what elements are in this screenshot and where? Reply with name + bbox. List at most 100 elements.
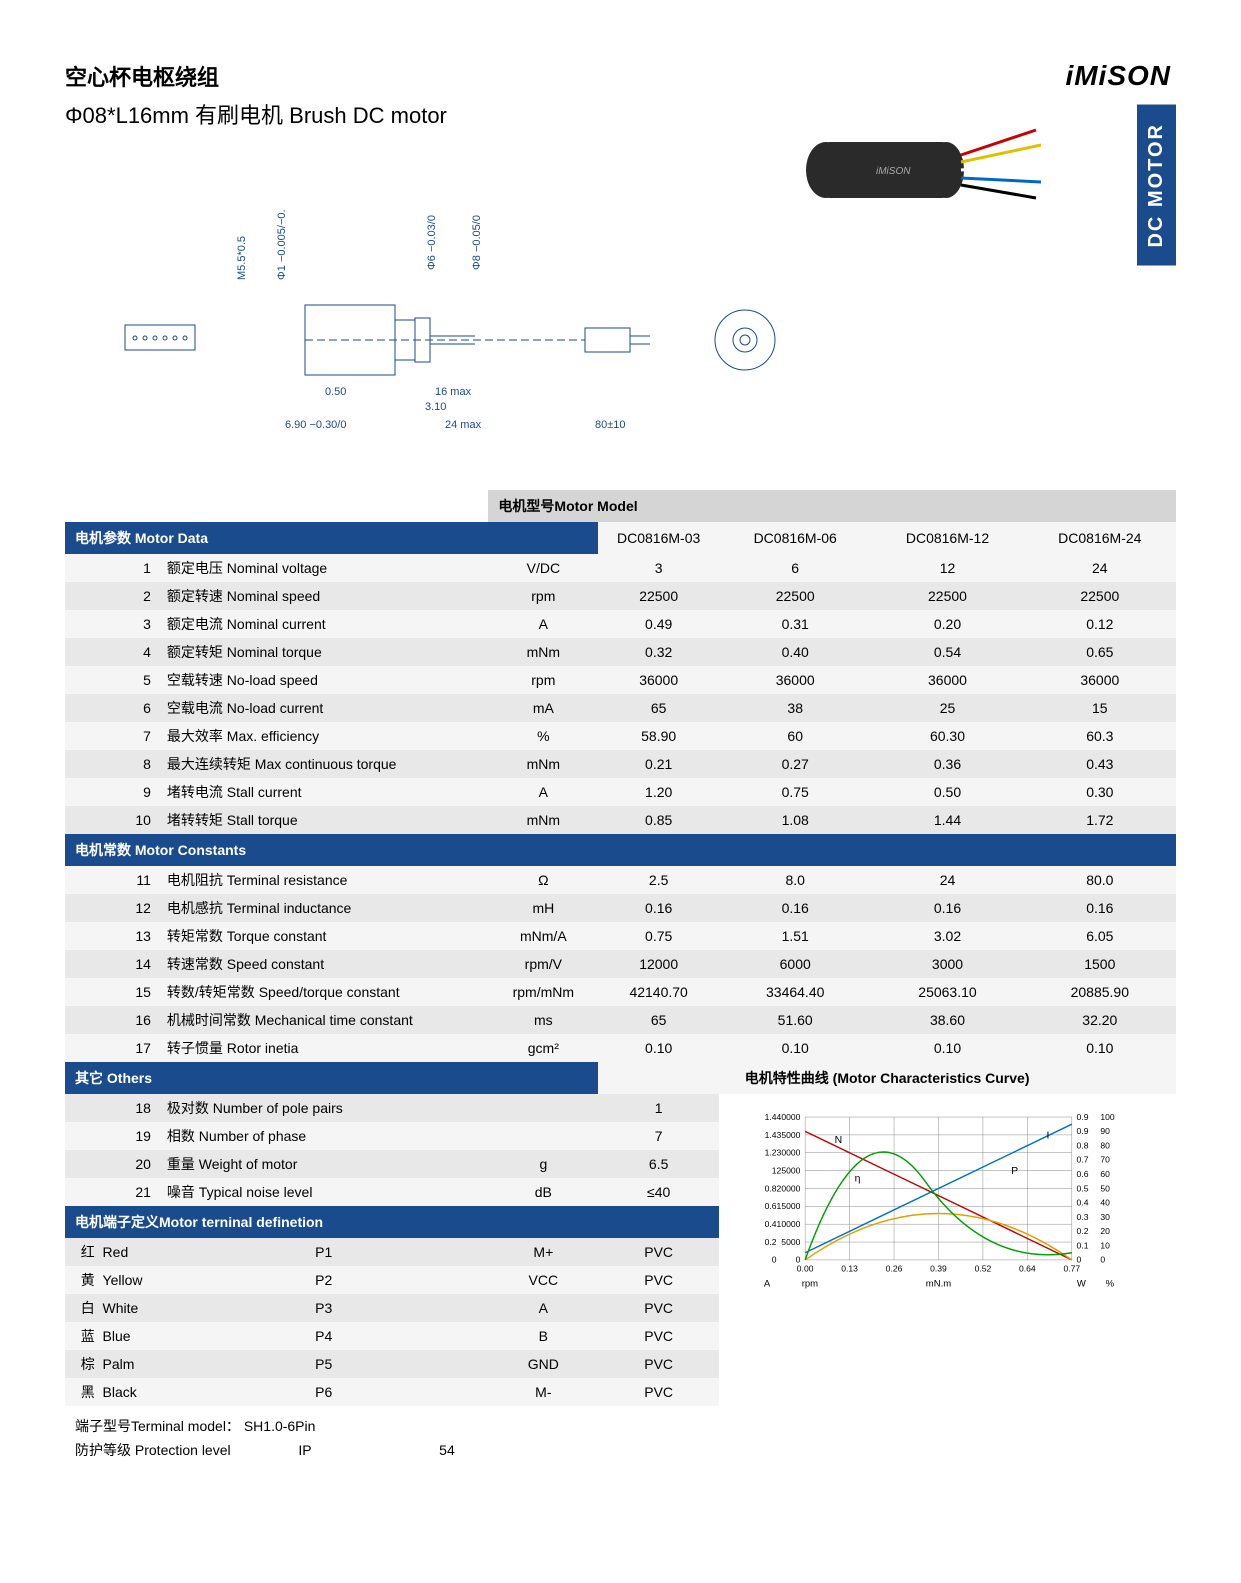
svg-text:0.6: 0.6 xyxy=(1076,1169,1088,1179)
svg-text:1.4: 1.4 xyxy=(764,1112,776,1122)
chart-cell: 0.000.130.260.390.520.640.77000.250000.4… xyxy=(719,1094,1176,1406)
section-header: 电机参数 Motor Data xyxy=(65,522,598,554)
svg-text:50: 50 xyxy=(1100,1183,1110,1193)
svg-text:70: 70 xyxy=(1100,1155,1110,1165)
svg-text:1.4: 1.4 xyxy=(764,1130,776,1140)
svg-text:40: 40 xyxy=(1100,1198,1110,1208)
table-row: 2额定转速 Nominal speedrpm225002250022500225… xyxy=(65,582,1176,610)
table-row: 13转矩常数 Torque constantmNm/A0.751.513.026… xyxy=(65,922,1176,950)
svg-text:Φ1 −0.005/−0.010: Φ1 −0.005/−0.010 xyxy=(276,210,288,280)
table-row: 电机常数 Motor Constants xyxy=(65,834,1176,866)
technical-drawing-area: iMiSON M5.5*0.5 Φ1 −0.0 xyxy=(65,140,1176,440)
svg-text:0.39: 0.39 xyxy=(930,1263,947,1273)
svg-text:100: 100 xyxy=(1100,1112,1115,1122)
footer-info: 端子型号Terminal model： SH1.0-6Pin 防护等级 Prot… xyxy=(65,1416,1176,1460)
page-title-1: 空心杯电枢绕组 xyxy=(65,60,447,92)
svg-text:10: 10 xyxy=(1100,1240,1110,1250)
svg-text:%: % xyxy=(1105,1279,1114,1290)
motor-photo: iMiSON xyxy=(776,120,1056,220)
section-header: 其它 Others xyxy=(65,1062,598,1094)
svg-text:I: I xyxy=(1046,1130,1049,1141)
svg-text:3.10: 3.10 xyxy=(425,401,446,413)
svg-text:0.77: 0.77 xyxy=(1063,1263,1080,1273)
section-header: 电机端子定义Motor terninal definetion xyxy=(65,1206,719,1238)
table-row: 15转数/转矩常数 Speed/torque constantrpm/mNm42… xyxy=(65,978,1176,1006)
svg-text:5000: 5000 xyxy=(781,1237,800,1247)
table-row: 3额定电流 Nominal currentA0.490.310.200.12 xyxy=(65,610,1176,638)
model-header: 电机型号Motor Model xyxy=(488,490,1176,522)
svg-text:W: W xyxy=(1076,1279,1085,1290)
svg-text:0.7: 0.7 xyxy=(1076,1155,1088,1165)
svg-text:0.26: 0.26 xyxy=(885,1263,902,1273)
svg-text:0.2: 0.2 xyxy=(1076,1226,1088,1236)
table-row: 18极对数 Number of pole pairs10.000.130.260… xyxy=(65,1094,1176,1122)
svg-text:10000: 10000 xyxy=(776,1219,800,1229)
svg-text:30000: 30000 xyxy=(776,1148,800,1158)
svg-text:iMiSON: iMiSON xyxy=(876,166,911,177)
svg-text:80±10: 80±10 xyxy=(595,419,626,430)
svg-text:A: A xyxy=(763,1279,770,1290)
svg-text:90: 90 xyxy=(1100,1126,1110,1136)
svg-text:0.52: 0.52 xyxy=(974,1263,991,1273)
svg-text:0.13: 0.13 xyxy=(841,1263,858,1273)
svg-text:M5.5*0.5: M5.5*0.5 xyxy=(236,236,248,280)
svg-text:0: 0 xyxy=(1076,1255,1081,1265)
svg-text:30: 30 xyxy=(1100,1212,1110,1222)
svg-text:20: 20 xyxy=(1100,1226,1110,1236)
table-row: 16机械时间常数 Mechanical time constantms6551.… xyxy=(65,1006,1176,1034)
svg-text:0.1: 0.1 xyxy=(1076,1240,1088,1250)
svg-text:0.3: 0.3 xyxy=(1076,1212,1088,1222)
logo: iMiSON xyxy=(1065,60,1171,92)
svg-text:20000: 20000 xyxy=(776,1183,800,1193)
table-row: 12电机感抗 Terminal inductancemH0.160.160.16… xyxy=(65,894,1176,922)
table-row: 6空载电流 No-load currentmA65382515 xyxy=(65,694,1176,722)
svg-text:0.9: 0.9 xyxy=(1076,1126,1088,1136)
svg-text:rpm: rpm xyxy=(801,1279,817,1290)
svg-text:0.6: 0.6 xyxy=(764,1201,776,1211)
table-row: 9堵转电流 Stall currentA1.200.750.500.30 xyxy=(65,778,1176,806)
svg-text:0.5: 0.5 xyxy=(1076,1183,1088,1193)
terminal-model-label: 端子型号Terminal model： xyxy=(75,1418,240,1434)
svg-text:0.64: 0.64 xyxy=(1019,1263,1036,1273)
svg-text:0.4: 0.4 xyxy=(1076,1198,1088,1208)
svg-text:η: η xyxy=(854,1173,860,1184)
protection-code: IP xyxy=(298,1442,311,1458)
svg-text:35000: 35000 xyxy=(776,1130,800,1140)
chart-header: 电机特性曲线 (Motor Characteristics Curve) xyxy=(598,1062,1176,1094)
svg-text:24 max: 24 max xyxy=(445,419,482,430)
table-row: 5空载转速 No-load speedrpm360003600036000360… xyxy=(65,666,1176,694)
svg-text:mN.m: mN.m xyxy=(925,1279,950,1290)
svg-text:P: P xyxy=(1011,1166,1018,1177)
table-row: 电机型号Motor Model xyxy=(65,490,1176,522)
svg-text:80: 80 xyxy=(1100,1140,1110,1150)
svg-text:25000: 25000 xyxy=(776,1165,800,1175)
svg-text:0.4: 0.4 xyxy=(764,1219,776,1229)
svg-text:Φ8 −0.05/0: Φ8 −0.05/0 xyxy=(471,215,483,270)
svg-text:0.8: 0.8 xyxy=(1076,1140,1088,1150)
table-row: 4额定转矩 Nominal torquemNm0.320.400.540.65 xyxy=(65,638,1176,666)
svg-text:0: 0 xyxy=(795,1255,800,1265)
svg-text:0.00: 0.00 xyxy=(796,1263,813,1273)
svg-text:16 max: 16 max xyxy=(435,386,472,398)
section-header: 电机常数 Motor Constants xyxy=(65,834,1176,866)
terminal-model-value: SH1.0-6Pin xyxy=(244,1418,316,1434)
svg-text:0.9: 0.9 xyxy=(1076,1112,1088,1122)
svg-text:Φ6 −0.03/0: Φ6 −0.03/0 xyxy=(426,215,438,270)
svg-text:60: 60 xyxy=(1100,1169,1110,1179)
table-row: 1额定电压 Nominal voltageV/DC361224 xyxy=(65,554,1176,582)
svg-text:6.90 −0.30/0: 6.90 −0.30/0 xyxy=(285,419,346,430)
spec-table: 电机型号Motor Model电机参数 Motor DataDC0816M-03… xyxy=(65,490,1176,1406)
svg-text:40000: 40000 xyxy=(776,1112,800,1122)
svg-text:15000: 15000 xyxy=(776,1201,800,1211)
table-row: 14转速常数 Speed constantrpm/V12000600030001… xyxy=(65,950,1176,978)
table-row: 17转子惯量 Rotor inetiagcm²0.100.100.100.10 xyxy=(65,1034,1176,1062)
svg-text:N: N xyxy=(834,1135,842,1146)
table-row: 其它 Others电机特性曲线 (Motor Characteristics C… xyxy=(65,1062,1176,1094)
svg-text:0.8: 0.8 xyxy=(764,1183,776,1193)
table-row: 7最大效率 Max. efficiency%58.906060.3060.3 xyxy=(65,722,1176,750)
svg-text:0: 0 xyxy=(771,1255,776,1265)
characteristics-chart: 0.000.130.260.390.520.640.77000.250000.4… xyxy=(748,1098,1148,1298)
table-row: 电机参数 Motor DataDC0816M-03DC0816M-06DC081… xyxy=(65,522,1176,554)
protection-value: 54 xyxy=(439,1442,455,1458)
svg-text:0.50: 0.50 xyxy=(325,386,346,398)
